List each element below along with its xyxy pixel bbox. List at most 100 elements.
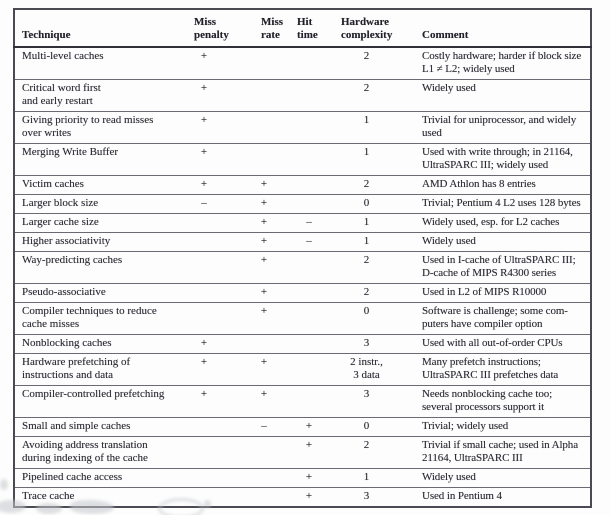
cell-miss-rate: +: [234, 251, 294, 284]
cell-hw-complexity: 1: [324, 143, 409, 176]
cell-miss-penalty: +: [174, 385, 234, 418]
scan-artifact: [204, 500, 211, 508]
cell-hit-time: [294, 46, 324, 80]
cell-technique: Pseudo-associative: [14, 283, 174, 303]
cell-miss-penalty: [174, 468, 234, 488]
cell-miss-penalty: +: [174, 143, 234, 176]
scan-artifact: [36, 503, 62, 514]
cell-technique: Compiler techniques to reduce cache miss…: [14, 302, 174, 335]
cell-miss-penalty: +: [174, 111, 234, 144]
cell-comment: Software is challenge; some com- puters …: [409, 302, 591, 335]
cell-miss-penalty: [174, 232, 234, 252]
col-header-miss-rate: Miss rate: [234, 9, 294, 48]
cell-hit-time: +: [294, 436, 324, 469]
cell-hw-complexity: 0: [324, 302, 409, 335]
cell-hw-complexity: 3: [324, 334, 409, 354]
cell-comment: Trivial for uniprocessor, and widely use…: [409, 111, 591, 144]
cell-hit-time: [294, 385, 324, 418]
cell-comment: Many prefetch instructions; UltraSPARC I…: [409, 353, 591, 386]
cell-hit-time: –: [294, 232, 324, 252]
cell-comment: Needs nonblocking cache too; several pro…: [409, 385, 591, 418]
cell-technique: Larger block size: [14, 194, 174, 214]
table-row: Hardware prefetching of instructions and…: [14, 353, 591, 386]
cell-hw-complexity: 2: [324, 283, 409, 303]
scan-artifact: [158, 498, 204, 515]
cell-miss-rate: [234, 334, 294, 354]
cell-hw-complexity: 2: [324, 79, 409, 112]
cell-comment: Used in L2 of MIPS R10000: [409, 283, 591, 303]
cell-miss-rate: [234, 79, 294, 112]
cell-comment: Widely used: [409, 468, 591, 488]
cell-technique: Giving priority to read misses over writ…: [14, 111, 174, 144]
cell-miss-rate: +: [234, 213, 294, 233]
cell-technique: Hardware prefetching of instructions and…: [14, 353, 174, 386]
cell-miss-rate: +: [234, 302, 294, 335]
cell-miss-penalty: [174, 251, 234, 284]
cell-technique: Higher associativity: [14, 232, 174, 252]
cell-comment: Widely used: [409, 232, 591, 252]
cell-comment: Trivial if small cache; used in Alpha 21…: [409, 436, 591, 469]
cell-miss-rate: [234, 487, 294, 507]
cell-hw-complexity: 1: [324, 213, 409, 233]
cell-hit-time: –: [294, 213, 324, 233]
col-header-hardware-complexity: Hardware complexity: [324, 9, 409, 48]
cell-comment: Used with all out-of-order CPUs: [409, 334, 591, 354]
table-row: Trace cache +3 Used in Pentium 4: [14, 487, 591, 507]
cell-hw-complexity: 1: [324, 468, 409, 488]
cell-miss-rate: –: [234, 417, 294, 437]
cell-miss-penalty: +: [174, 175, 234, 195]
cell-comment: Used in Pentium 4: [409, 487, 591, 507]
cell-miss-rate: [234, 46, 294, 80]
cell-comment: Used with write through; in 21164, Ultra…: [409, 143, 591, 176]
table-row: Victim caches + +2 AMD Athlon has 8 entries: [14, 175, 591, 195]
cell-hit-time: [294, 143, 324, 176]
cell-miss-penalty: +: [174, 79, 234, 112]
cell-technique: Pipelined cache access: [14, 468, 174, 488]
cell-technique: Victim caches: [14, 175, 174, 195]
table-row: Pipelined cache access +1 Widely used: [14, 468, 591, 488]
table-row: Larger block size – +0 Trivial; Pentium 4 L…: [14, 194, 591, 214]
table-row: Compiler techniques to reduce cache miss…: [14, 302, 591, 335]
cell-miss-rate: +: [234, 385, 294, 418]
cell-hw-complexity: 2: [324, 175, 409, 195]
table-row: Merging Write Buffer +1 Used with write th…: [14, 143, 591, 176]
cell-hw-complexity: 2: [324, 251, 409, 284]
cell-technique: Multi-level caches: [14, 46, 174, 80]
cell-hit-time: +: [294, 468, 324, 488]
cell-miss-penalty: [174, 283, 234, 303]
cell-hw-complexity: 0: [324, 417, 409, 437]
cell-hit-time: [294, 111, 324, 144]
table-row: Multi-level caches +2 Costly hardware; har…: [14, 46, 591, 80]
cell-technique: Way-predicting caches: [14, 251, 174, 284]
table-row: Larger cache size + –1 Widely used, esp. fo…: [14, 213, 591, 233]
cell-miss-rate: +: [234, 283, 294, 303]
cell-comment: Trivial; Pentium 4 L2 uses 128 bytes: [409, 194, 591, 214]
cell-hw-complexity: 3: [324, 487, 409, 507]
cell-miss-rate: +: [234, 175, 294, 195]
table-row: Giving priority to read misses over writ…: [14, 111, 591, 144]
cell-technique: Nonblocking caches: [14, 334, 174, 354]
cell-hit-time: +: [294, 417, 324, 437]
cell-miss-penalty: +: [174, 46, 234, 80]
scan-artifact: [0, 500, 26, 513]
table-row: Critical word first and early restart +2 W…: [14, 79, 591, 112]
cell-technique: Merging Write Buffer: [14, 143, 174, 176]
cell-miss-penalty: [174, 213, 234, 233]
cell-hw-complexity: 2: [324, 436, 409, 469]
cell-technique: Small and simple caches: [14, 417, 174, 437]
cell-technique: Critical word first and early restart: [14, 79, 174, 112]
col-header-hit-time: Hit time: [294, 9, 324, 48]
table-header: Technique Miss penalty Miss rate Hit tim…: [14, 9, 591, 48]
cell-hw-complexity: 0: [324, 194, 409, 214]
cell-hw-complexity: 2 instr., 3 data: [324, 353, 409, 386]
cell-miss-rate: +: [234, 353, 294, 386]
table-row: Avoiding address translation during inde…: [14, 436, 591, 469]
cell-technique: Compiler-controlled prefetching: [14, 385, 174, 418]
table-row: Pseudo-associative +2 Used in L2 of MIPS R…: [14, 283, 591, 303]
cache-optimization-table: Technique Miss penalty Miss rate Hit tim…: [13, 8, 592, 508]
cell-hit-time: [294, 251, 324, 284]
cell-miss-penalty: [174, 302, 234, 335]
cell-technique: Larger cache size: [14, 213, 174, 233]
cell-hw-complexity: 2: [324, 46, 409, 80]
cell-miss-rate: [234, 436, 294, 469]
